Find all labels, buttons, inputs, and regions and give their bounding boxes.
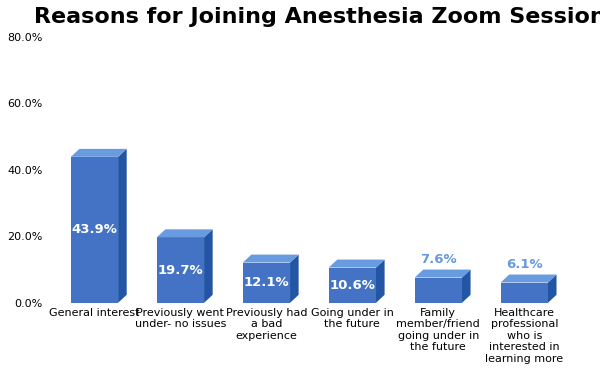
Polygon shape (290, 255, 299, 303)
Text: 6.1%: 6.1% (506, 258, 542, 271)
Title: Reasons for Joining Anesthesia Zoom Session: Reasons for Joining Anesthesia Zoom Sess… (34, 7, 600, 27)
Text: 12.1%: 12.1% (244, 276, 289, 289)
Text: 43.9%: 43.9% (71, 223, 118, 236)
Text: 10.6%: 10.6% (329, 279, 375, 292)
Polygon shape (415, 270, 470, 278)
Polygon shape (204, 229, 212, 303)
Polygon shape (157, 229, 212, 237)
Polygon shape (500, 282, 548, 303)
Polygon shape (243, 255, 299, 263)
Polygon shape (243, 263, 290, 303)
Text: 19.7%: 19.7% (158, 263, 203, 276)
Polygon shape (329, 267, 376, 303)
Polygon shape (329, 260, 385, 267)
Polygon shape (157, 237, 204, 303)
Polygon shape (500, 275, 557, 282)
Polygon shape (548, 275, 557, 303)
Polygon shape (118, 149, 127, 303)
Polygon shape (71, 149, 127, 157)
Polygon shape (376, 260, 385, 303)
Polygon shape (71, 157, 118, 303)
Polygon shape (462, 270, 470, 303)
Text: 7.6%: 7.6% (420, 253, 457, 266)
Polygon shape (415, 278, 462, 303)
